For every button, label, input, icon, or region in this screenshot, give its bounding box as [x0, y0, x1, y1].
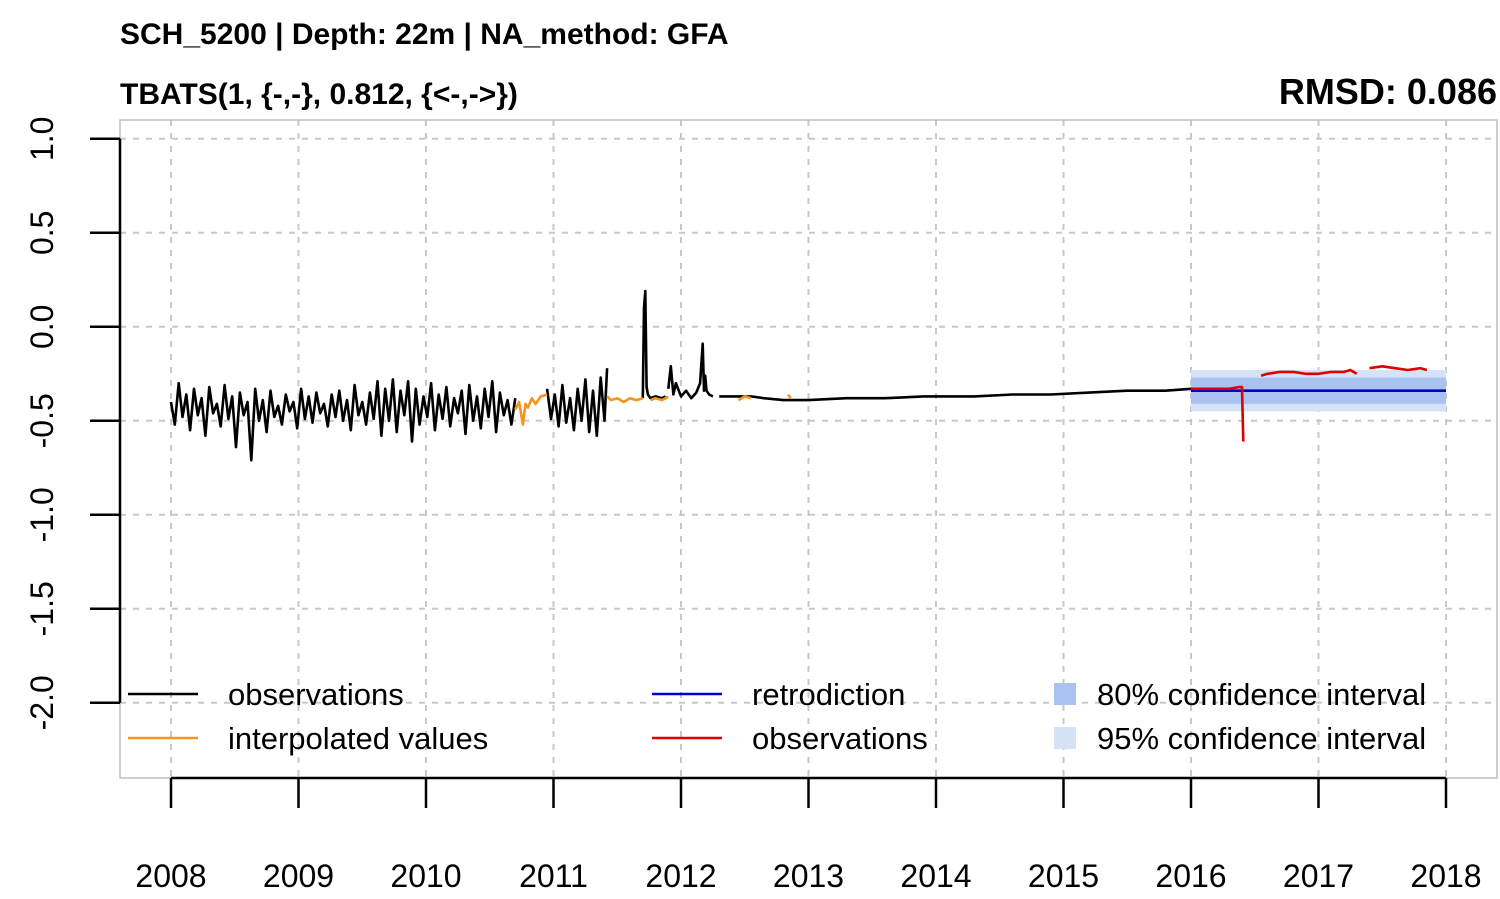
legend-label: 80% confidence interval: [1097, 677, 1426, 712]
legend-label: retrodiction: [752, 677, 905, 712]
y-axis: 1.0 0.5 0.0 -0.5 -1.0 -1.5 -2.0: [24, 117, 122, 730]
x-tick-label: 2016: [1155, 858, 1226, 894]
y-tick-label: 0.0: [24, 305, 60, 349]
y-tick-label: -1.0: [24, 487, 60, 542]
y-tick-label: 0.5: [24, 211, 60, 255]
x-tick-label: 2008: [135, 858, 206, 894]
legend-label: 95% confidence interval: [1097, 721, 1426, 756]
series-line: [737, 395, 752, 402]
legend-label: observations: [752, 721, 928, 756]
legend-swatch-box: [1054, 683, 1076, 705]
series-line: [1369, 364, 1428, 372]
series-line: [667, 342, 714, 400]
series-line: [1260, 368, 1358, 377]
x-tick-label: 2017: [1283, 858, 1354, 894]
x-tick-label: 2011: [519, 858, 588, 894]
data-series: [169, 289, 1446, 462]
series-line: [1191, 385, 1245, 442]
x-tick-label: 2015: [1028, 858, 1099, 894]
legend: observations interpolated values retrodict…: [128, 677, 1426, 756]
series-line: [641, 289, 667, 400]
series-line: [649, 395, 670, 402]
y-tick-label: -2.0: [24, 675, 60, 730]
x-tick-label: 2009: [263, 858, 334, 894]
x-tick-label: 2018: [1410, 858, 1481, 894]
x-tick-label: 2013: [773, 858, 844, 894]
series-line: [787, 393, 792, 399]
x-axis: 2008 2009 2010 2011 2012 2013 2014 2015 2016 2017…: [135, 776, 1482, 894]
legend-label: observations: [228, 677, 404, 712]
series-line: [719, 387, 1192, 402]
x-tick-label: 2012: [645, 858, 716, 894]
y-tick-label: 1.0: [24, 117, 60, 161]
y-tick-label: -1.5: [24, 581, 60, 636]
series-line: [606, 395, 644, 404]
rmsd-label: RMSD: 0.086: [1279, 71, 1497, 112]
y-tick-label: -0.5: [24, 393, 60, 448]
x-tick-label: 2010: [390, 858, 461, 894]
series-line: [514, 393, 548, 426]
legend-swatch-box: [1054, 727, 1076, 749]
series-line: [545, 368, 609, 438]
x-tick-label: 2014: [900, 858, 971, 894]
chart-subtitle: TBATS(1, {-,-}, 0.812, {<-,->}): [120, 78, 518, 111]
series-line: [169, 378, 517, 462]
grid-lines: [120, 120, 1497, 778]
legend-label: interpolated values: [228, 721, 488, 756]
chart-title: SCH_5200 | Depth: 22m | NA_method: GFA: [120, 18, 729, 51]
